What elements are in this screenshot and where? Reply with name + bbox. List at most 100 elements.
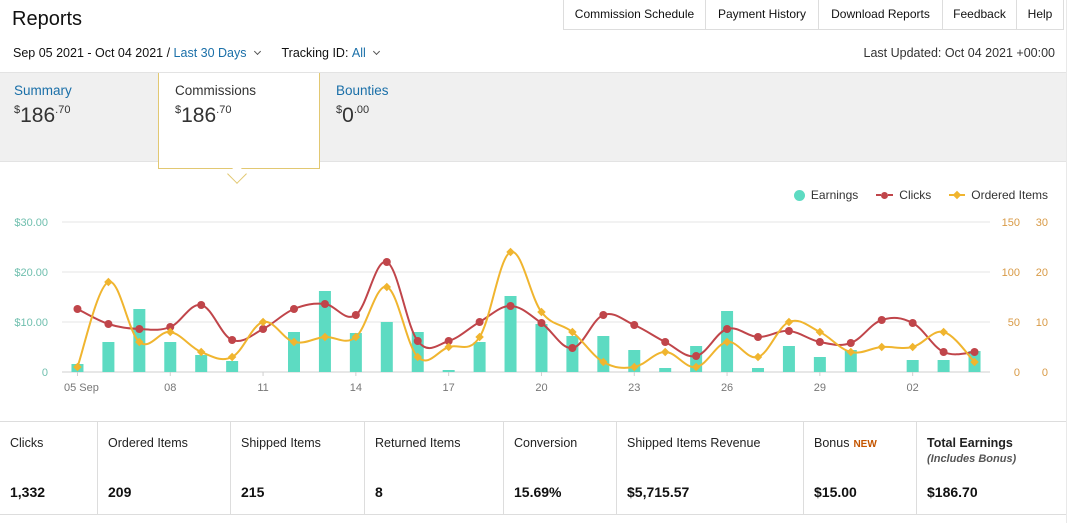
top-nav: Commission Schedule Payment History Down… bbox=[563, 0, 1064, 30]
stat-value: 215 bbox=[241, 484, 265, 500]
earnings-bar bbox=[318, 291, 331, 372]
stat-label: Bonus NEW bbox=[814, 436, 877, 450]
scrollbar[interactable] bbox=[1066, 0, 1081, 523]
clicks-point bbox=[661, 338, 670, 346]
stat-value: 209 bbox=[108, 484, 132, 500]
y-axis-earnings-tick: 0 bbox=[42, 367, 48, 379]
stat-label: Total Earnings bbox=[927, 436, 1013, 450]
y-axis-earnings-tick: $30.00 bbox=[14, 217, 48, 229]
tab-bounties[interactable]: Bounties $0.00 bbox=[322, 73, 472, 163]
clicks-point bbox=[815, 338, 824, 346]
chart-legend: Earnings Clicks Ordered Items bbox=[793, 188, 1048, 202]
earnings-bar bbox=[782, 346, 795, 372]
tab-commissions[interactable]: Commissions $186.70 bbox=[158, 73, 320, 169]
commissions-amount: $186.70 bbox=[175, 104, 232, 127]
clicks-marker-icon bbox=[876, 191, 894, 199]
nav-download-reports[interactable]: Download Reports bbox=[818, 0, 942, 29]
legend-clicks[interactable]: Clicks bbox=[876, 188, 931, 202]
ordered-items-marker-icon bbox=[949, 190, 966, 200]
x-axis-tick-label: 29 bbox=[814, 382, 826, 394]
ordered-items-point bbox=[784, 317, 794, 327]
stat-label: Clicks bbox=[10, 436, 44, 450]
nav-feedback[interactable]: Feedback bbox=[942, 0, 1016, 29]
legend-ordered-items[interactable]: Ordered Items bbox=[949, 188, 1048, 202]
chevron-down-icon[interactable] bbox=[253, 47, 261, 56]
x-axis-tick-label: 14 bbox=[350, 382, 362, 394]
earnings-bar bbox=[535, 324, 548, 372]
earnings-chart: $30.00 150 30 $20.00 100 20 $10.00 50 10 0 0 0 05 Se… bbox=[0, 180, 1066, 420]
x-axis-tick-label: 23 bbox=[628, 382, 640, 394]
summary-amount: $186.70 bbox=[14, 104, 71, 127]
stat-label: Returned Items bbox=[375, 436, 461, 450]
date-range-dropdown[interactable]: Last 30 Days bbox=[173, 46, 247, 60]
clicks-point bbox=[970, 348, 979, 356]
x-axis-tick-label: 08 bbox=[164, 382, 176, 394]
clicks-point bbox=[568, 344, 577, 352]
earnings-bar bbox=[102, 342, 115, 372]
earnings-bar bbox=[659, 368, 672, 372]
clicks-point bbox=[135, 325, 144, 333]
tracking-id-dropdown[interactable]: All bbox=[351, 46, 366, 60]
earnings-bar bbox=[380, 322, 393, 372]
stat-total-earnings: Total Earnings (Includes Bonus) $186.70 bbox=[917, 422, 1066, 514]
ordered-items-point bbox=[630, 362, 639, 372]
clicks-point bbox=[413, 337, 422, 345]
ordered-items-point bbox=[908, 342, 917, 352]
ordered-items-point bbox=[104, 277, 113, 287]
stat-label: Ordered Items bbox=[108, 436, 188, 450]
earnings-bar bbox=[597, 336, 610, 372]
y-axis-clicks-tick: 150 bbox=[1002, 217, 1020, 229]
stat-value: $15.00 bbox=[814, 484, 857, 500]
earnings-bar bbox=[226, 361, 239, 372]
chevron-down-icon[interactable] bbox=[372, 47, 380, 56]
clicks-point bbox=[754, 333, 762, 341]
tab-bounties-label: Bounties bbox=[336, 83, 389, 98]
stat-label: Conversion bbox=[514, 436, 578, 450]
x-axis-tick-label: 05 Sep bbox=[64, 382, 99, 394]
clicks-point bbox=[382, 258, 391, 266]
ordered-items-line bbox=[76, 250, 976, 369]
x-axis-tick-label: 11 bbox=[257, 382, 268, 394]
y-axis-ordered-tick: 0 bbox=[1042, 367, 1048, 379]
stat-shipped-items: Shipped Items 215 bbox=[231, 422, 365, 514]
date-range-text: Sep 05 2021 - Oct 04 2021 / bbox=[13, 46, 171, 60]
clicks-point bbox=[444, 337, 453, 345]
clicks-point bbox=[877, 316, 886, 324]
x-axis-tick-label: 02 bbox=[907, 382, 919, 394]
page-title: Reports bbox=[12, 8, 83, 30]
stat-ordered-items: Ordered Items 209 bbox=[98, 422, 231, 514]
ordered-items-point bbox=[599, 357, 608, 367]
earnings-bar bbox=[844, 350, 857, 372]
nav-payment-history[interactable]: Payment History bbox=[705, 0, 818, 29]
ordered-items-point bbox=[846, 347, 856, 357]
ordered-items-point bbox=[413, 352, 422, 362]
clicks-point bbox=[166, 323, 175, 331]
stat-bonus: Bonus NEW $15.00 bbox=[804, 422, 917, 514]
stat-value: 15.69% bbox=[514, 484, 562, 500]
y-axis-clicks-tick: 50 bbox=[1008, 317, 1020, 329]
ordered-items-point bbox=[289, 337, 299, 347]
stat-returned-items: Returned Items 8 bbox=[365, 422, 504, 514]
tab-summary[interactable]: Summary $186.70 bbox=[0, 73, 158, 163]
stat-label: Shipped Items Revenue bbox=[627, 436, 761, 450]
y-axis-earnings-tick: $20.00 bbox=[14, 267, 48, 279]
clicks-point bbox=[939, 348, 948, 356]
clicks-point bbox=[104, 320, 113, 328]
ordered-items-point bbox=[258, 317, 268, 327]
earnings-bar bbox=[937, 360, 950, 372]
nav-help[interactable]: Help bbox=[1016, 0, 1064, 29]
ordered-items-point bbox=[166, 327, 175, 337]
stat-shipped-revenue: Shipped Items Revenue $5,715.57 bbox=[617, 422, 804, 514]
legend-earnings[interactable]: Earnings bbox=[793, 188, 858, 202]
earnings-bar bbox=[349, 333, 362, 372]
ordered-items-point bbox=[382, 282, 392, 292]
nav-commission-schedule[interactable]: Commission Schedule bbox=[563, 0, 705, 29]
earnings-bar bbox=[566, 336, 579, 372]
ordered-items-point bbox=[475, 332, 484, 342]
ordered-items-point bbox=[753, 352, 763, 362]
ordered-items-point bbox=[73, 362, 82, 372]
ordered-items-point bbox=[939, 327, 948, 337]
earnings-bar bbox=[195, 355, 208, 372]
new-badge: NEW bbox=[853, 439, 877, 450]
stat-value: 1,332 bbox=[10, 484, 46, 500]
